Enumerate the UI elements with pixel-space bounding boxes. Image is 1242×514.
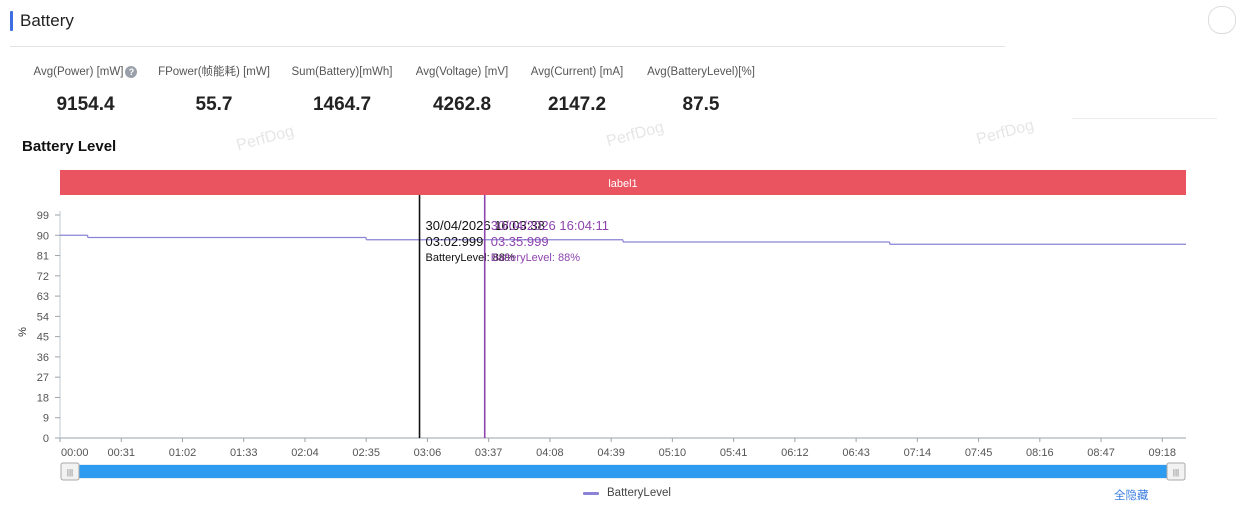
stat-avg-voltage: Avg(Voltage) [mV] 4262.8 (408, 62, 516, 116)
x-tick-label: 04:08 (536, 447, 564, 459)
marker-elapsed: 03:02:999 (426, 234, 484, 249)
stat-value: 55.7 (195, 94, 233, 115)
label-band-text: label1 (608, 178, 637, 190)
stat-label: Avg(Power) [mW] (33, 66, 124, 78)
hide-all-button[interactable]: 全隐藏 (1114, 490, 1149, 502)
marker-reading: BatteryLevel: 88% (491, 252, 580, 264)
x-tick-label: 08:47 (1087, 447, 1115, 459)
section-title: Battery (20, 11, 74, 30)
range-handle-grip: ||| (67, 468, 73, 477)
stat-value: 87.5 (682, 94, 720, 115)
x-tick-label: 05:10 (659, 447, 687, 459)
stat-sum-battery: Sum(Battery)[mWh] 1464.7 (286, 62, 398, 116)
y-tick-label: 9 (43, 413, 49, 425)
stat-fpower: FPower(帧能耗) [mW] 55.7 (154, 62, 274, 116)
x-tick-label: 01:33 (230, 447, 258, 459)
y-tick-label: 63 (37, 291, 49, 303)
chart-title: Battery Level (22, 138, 117, 155)
section-header: Battery (10, 8, 1005, 47)
divider (1072, 118, 1217, 119)
range-handle-grip: ||| (1173, 468, 1179, 477)
stat-value: 9154.4 (56, 94, 115, 115)
range-handle[interactable] (60, 462, 80, 481)
x-tick-label: 03:37 (475, 447, 503, 459)
y-tick-label: 54 (37, 311, 49, 323)
section-accent-bar (10, 11, 13, 31)
y-tick-label: 36 (37, 352, 49, 364)
x-tick-label: 08:16 (1026, 447, 1054, 459)
help-icon[interactable]: ? (125, 66, 138, 78)
corner-circle-button[interactable] (1208, 6, 1236, 34)
legend-swatch (583, 491, 599, 495)
stat-value: 1464.7 (312, 94, 372, 115)
x-tick-label: 04:39 (597, 447, 625, 459)
stat-avg-battery-level: Avg(BatteryLevel)[%] 87.5 (640, 62, 762, 116)
x-tick-label: 07:14 (904, 447, 932, 459)
marker-reading: BatteryLevel: 88% (426, 252, 515, 264)
y-tick-label: 81 (37, 251, 49, 263)
y-tick-label: 90 (37, 230, 49, 242)
y-tick-label: 18 (37, 392, 49, 404)
stat-label: Sum(Battery)[mWh] (291, 66, 393, 78)
stat-label: FPower(帧能耗) [mW] (158, 66, 270, 78)
stat-label: Avg(Current) [mA] (530, 66, 624, 78)
stat-label: Avg(BatteryLevel)[%] (647, 66, 755, 78)
legend-label: BatteryLevel (607, 487, 671, 499)
x-tick-label: 02:35 (352, 447, 380, 459)
x-tick-label: 01:02 (169, 447, 197, 459)
x-tick-label: 06:12 (781, 447, 809, 459)
label-band (60, 170, 1186, 195)
x-tick-label: 05:41 (720, 447, 748, 459)
x-tick-label: 00:31 (107, 447, 135, 459)
stat-avg-current: Avg(Current) [mA] 2147.2 (524, 62, 630, 116)
y-tick-label: 45 (37, 332, 49, 344)
x-tick-label: 06:43 (842, 447, 870, 459)
stat-value: 4262.8 (432, 94, 492, 115)
x-tick-label: 03:06 (414, 447, 442, 459)
y-tick-label: 99 (37, 210, 49, 222)
stat-value: 2147.2 (547, 94, 607, 115)
y-tick-label: 27 (37, 372, 49, 384)
y-tick-label: 72 (37, 271, 49, 283)
x-tick-label: 07:45 (965, 447, 993, 459)
y-tick-label: 0 (43, 433, 49, 445)
marker-elapsed: 03:35:999 (491, 234, 549, 249)
stat-label: Avg(Voltage) [mV] (415, 66, 509, 78)
stat-avg-power: Avg(Power) [mW] ? 9154.4 (28, 62, 143, 116)
range-selection (78, 465, 1168, 478)
marker-datetime: 30/04/2026 16:04:11 (491, 218, 609, 233)
x-tick-label: 00:00 (61, 447, 89, 459)
range-handle[interactable] (1166, 462, 1186, 481)
y-axis-label: % (17, 327, 29, 337)
x-tick-label: 02:04 (291, 447, 319, 459)
legend-item-batterylevel[interactable]: BatteryLevel (583, 487, 671, 499)
x-tick-label: 09:18 (1149, 447, 1177, 459)
